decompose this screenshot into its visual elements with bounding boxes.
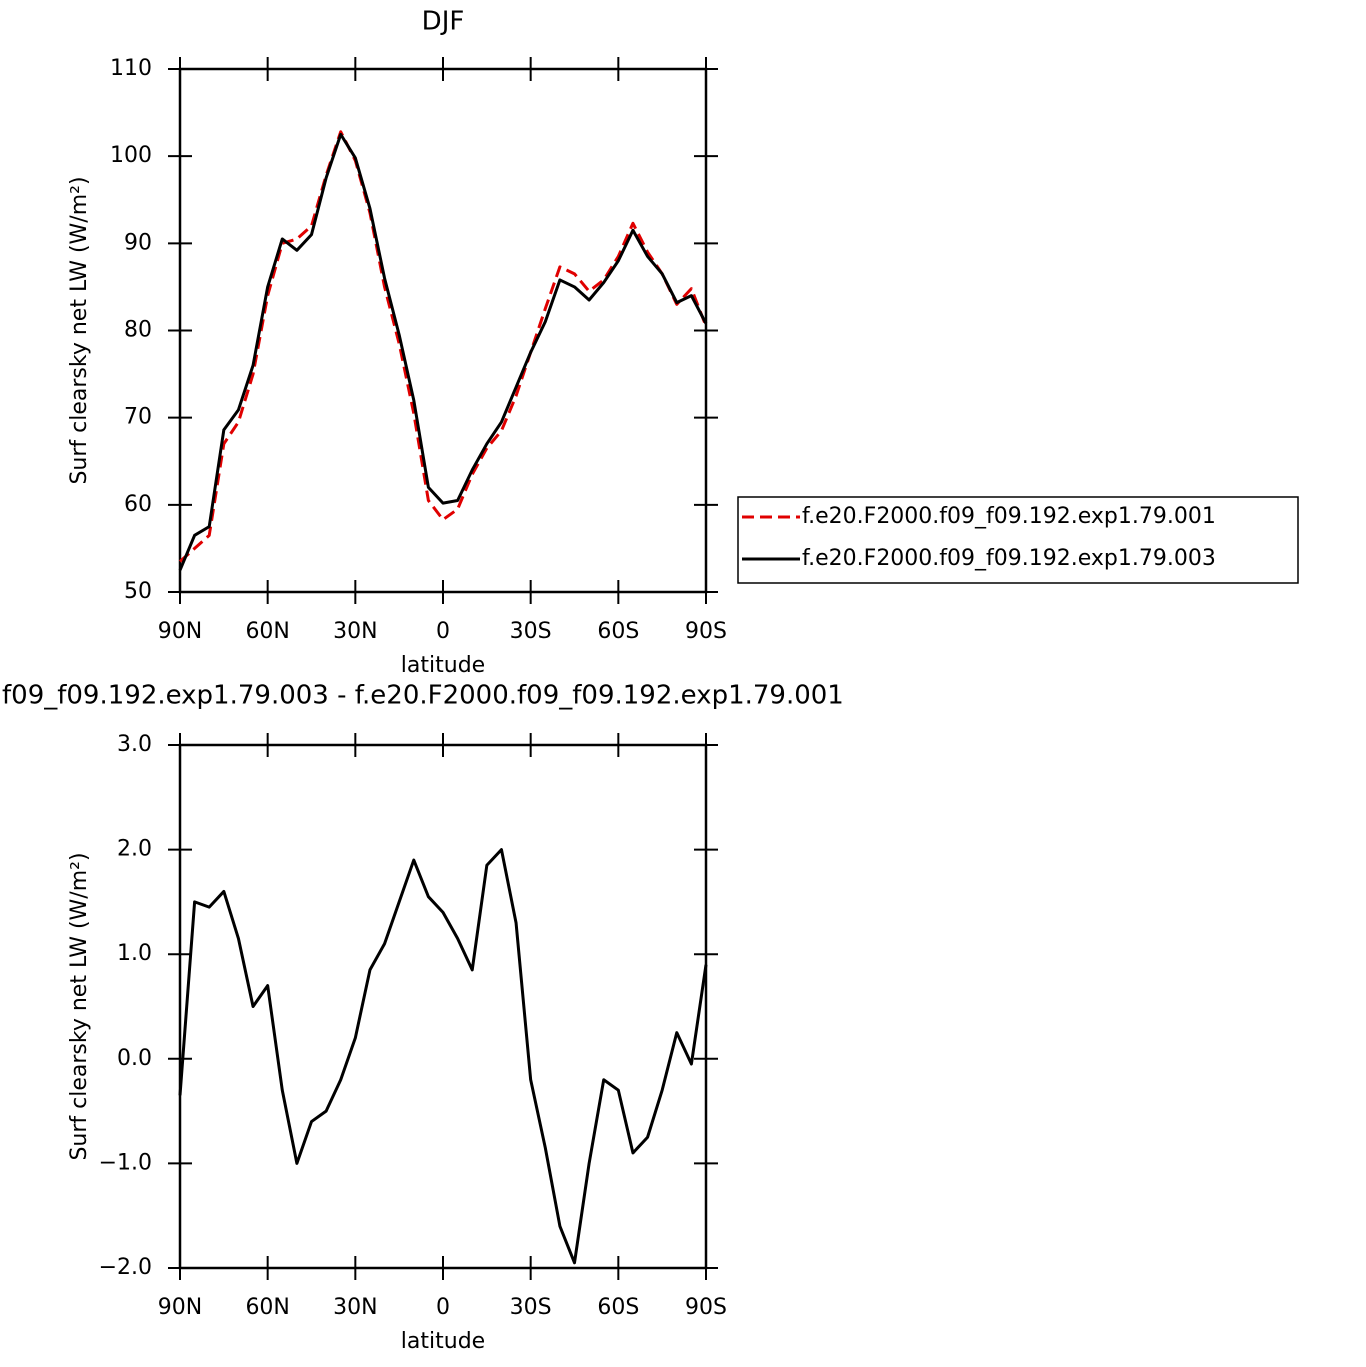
x-tick-label: 60N: [245, 1295, 289, 1320]
x-tick-label: 30S: [510, 1295, 552, 1320]
data-line: [178, 848, 708, 1265]
x-tick-label: 30N: [333, 1295, 377, 1320]
x-tick-label: 90S: [685, 619, 727, 644]
y-tick-label: 90: [124, 230, 152, 255]
x-axis-label: latitude: [401, 1329, 485, 1354]
y-tick-label: 60: [124, 492, 152, 517]
x-tick-label: 60N: [245, 619, 289, 644]
x-tick-label: 90N: [158, 1295, 202, 1320]
chart-title: f09_f09.192.exp1.79.003 - f.e20.F2000.f0…: [2, 681, 844, 711]
y-tick-label: 0.0: [117, 1046, 152, 1071]
y-tick-label: 70: [124, 405, 152, 430]
data-line: [178, 132, 708, 571]
y-tick-label: −2.0: [99, 1255, 152, 1280]
y-tick-label: 1.0: [117, 941, 152, 966]
y-axis-label: Surf clearsky net LW (W/m²): [67, 852, 92, 1160]
y-tick-label: 3.0: [117, 732, 152, 757]
x-tick-label: 30S: [510, 619, 552, 644]
chart-title: DJF: [422, 7, 465, 37]
x-tick-label: 0: [436, 619, 450, 644]
x-tick-label: 0: [436, 1295, 450, 1320]
y-tick-label: 100: [110, 143, 152, 168]
y-axis-label: Surf clearsky net LW (W/m²): [67, 176, 92, 484]
legend-label: f.e20.F2000.f09_f09.192.exp1.79.003: [802, 546, 1216, 571]
x-tick-label: 90S: [685, 1295, 727, 1320]
y-tick-label: 2.0: [117, 837, 152, 862]
x-tick-label: 90N: [158, 619, 202, 644]
plot-frame: [178, 743, 708, 1270]
y-tick-label: 80: [124, 318, 152, 343]
x-tick-label: 60S: [597, 619, 639, 644]
y-tick-label: −1.0: [99, 1150, 152, 1175]
x-axis-label: latitude: [401, 653, 485, 678]
y-tick-label: 50: [124, 579, 152, 604]
legend-label: f.e20.F2000.f09_f09.192.exp1.79.001: [802, 504, 1216, 529]
x-tick-label: 60S: [597, 1295, 639, 1320]
data-line: [178, 130, 708, 563]
legend-box: [737, 496, 1299, 584]
y-tick-label: 110: [110, 56, 152, 81]
x-tick-label: 30N: [333, 619, 377, 644]
